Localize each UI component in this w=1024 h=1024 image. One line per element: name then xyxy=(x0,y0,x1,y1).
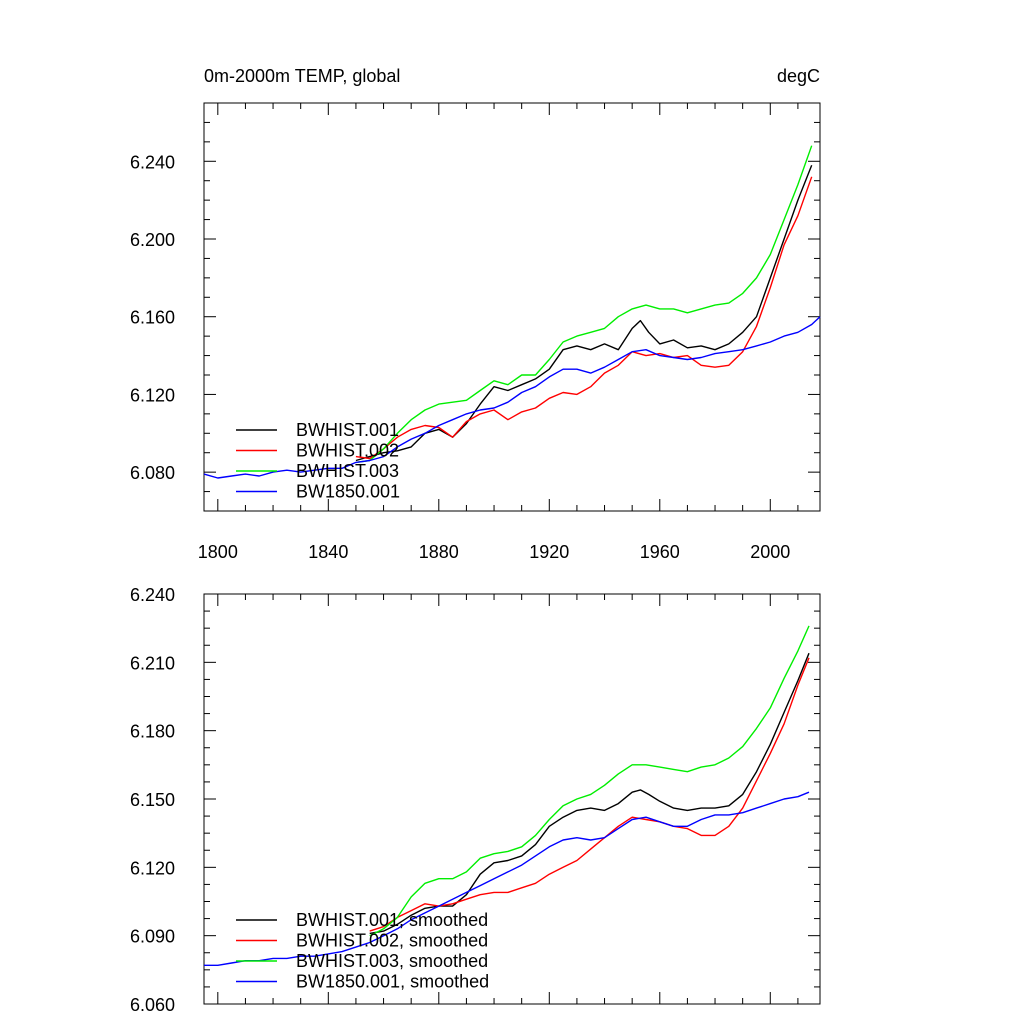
x-tick-label: 1920 xyxy=(529,542,569,562)
legend-label: BWHIST.003, smoothed xyxy=(296,951,488,971)
y-tick-label: 6.200 xyxy=(130,230,175,250)
top-panel: 0m-2000m TEMP, global degC 1800 1840 1880 1… xyxy=(130,66,821,562)
bottom-x-ticks xyxy=(217,594,799,1004)
y-tick-label: 6.160 xyxy=(130,308,175,328)
y-tick-label: 6.240 xyxy=(130,585,175,605)
y-tick-label: 6.240 xyxy=(130,152,175,172)
top-plot-frame xyxy=(203,102,821,512)
legend-label: BWHIST.002, smoothed xyxy=(296,931,488,951)
y-tick-label: 6.180 xyxy=(130,722,175,742)
y-tick-label: 6.150 xyxy=(130,790,175,810)
bottom-y-ticks: 6.060 6.090 6.120 6.150 6.180 6.210 6.240 xyxy=(130,585,820,1015)
legend-label: BWHIST.002 xyxy=(296,441,399,461)
legend-label: BW1850.001 xyxy=(296,482,400,502)
x-tick-label: 1800 xyxy=(198,542,238,562)
y-tick-label: 6.210 xyxy=(130,653,175,673)
y-tick-label: 6.120 xyxy=(130,858,175,878)
top-series xyxy=(203,145,821,479)
bottom-panel: 6.060 6.090 6.120 6.150 6.180 6.210 6.240 BWHI… xyxy=(130,585,821,1015)
x-tick-label: 2000 xyxy=(750,542,790,562)
legend-label: BWHIST.001, smoothed xyxy=(296,910,488,930)
series-line-1 xyxy=(355,176,813,460)
y-tick-label: 6.060 xyxy=(130,995,175,1015)
top-title-right: degC xyxy=(777,66,820,86)
series-line-1 xyxy=(369,657,810,932)
x-tick-label: 1960 xyxy=(640,542,680,562)
legend-label: BW1850.001, smoothed xyxy=(296,972,489,992)
series-line-0 xyxy=(369,652,810,935)
bottom-series xyxy=(204,625,810,966)
series-line-0 xyxy=(355,164,813,462)
legend-label: BWHIST.001 xyxy=(296,420,399,440)
top-y-ticks: 6.080 6.120 6.160 6.200 6.240 xyxy=(130,102,820,512)
y-tick-label: 6.090 xyxy=(130,927,175,947)
y-tick-label: 6.080 xyxy=(130,463,175,483)
y-tick-label: 6.120 xyxy=(130,385,175,405)
legend-label: BWHIST.003 xyxy=(296,461,399,481)
x-tick-label: 1840 xyxy=(308,542,348,562)
series-line-2 xyxy=(355,145,813,464)
top-title-left: 0m-2000m TEMP, global xyxy=(204,66,400,86)
series-line-2 xyxy=(369,625,810,937)
top-x-ticks: 1800 1840 1880 1920 1960 2000 xyxy=(198,103,799,562)
x-tick-label: 1880 xyxy=(419,542,459,562)
series-line-3 xyxy=(203,316,821,479)
series-line-3 xyxy=(204,791,810,966)
